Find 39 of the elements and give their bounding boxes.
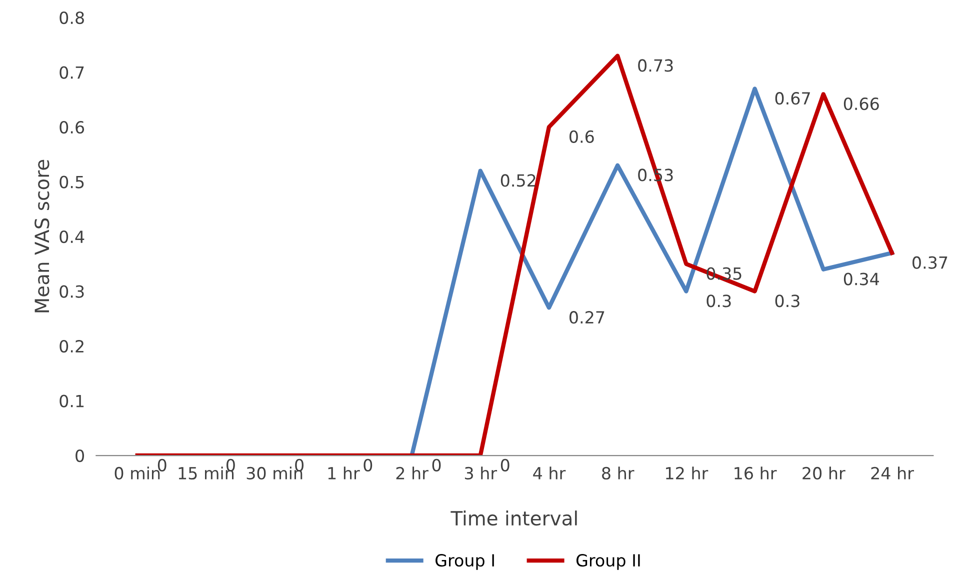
y-tick-label: 0.8 <box>60 11 84 24</box>
data-label: 0.3 <box>775 294 800 308</box>
x-tick-label: 8 hr <box>602 466 634 480</box>
data-label: 0 <box>500 458 510 472</box>
line-series <box>410 86 894 456</box>
x-tick-label: 2 hr <box>396 466 428 480</box>
data-label: 0 <box>432 458 441 472</box>
x-tick-label: 4 hr <box>533 466 566 480</box>
y-axis-title: Mean VAS score <box>34 160 50 312</box>
data-label: 0.37 <box>912 256 948 269</box>
y-tick-label: 0.2 <box>60 340 84 353</box>
data-label: 0.3 <box>706 294 731 308</box>
x-tick-label: 12 hr <box>666 466 708 480</box>
data-label: 0.34 <box>844 272 879 286</box>
x-tick-label: 3 hr <box>464 466 498 480</box>
data-label: 0.73 <box>638 59 673 72</box>
y-tick-label: 0.7 <box>60 66 84 79</box>
x-tick-label: 24 hr <box>871 466 914 480</box>
y-tick-label: 0.6 <box>60 120 84 134</box>
data-label: 0.67 <box>775 92 810 105</box>
y-tick-label: 0.1 <box>60 394 84 408</box>
y-tick-label: 0.4 <box>60 230 84 244</box>
x-tick-label: 16 hr <box>734 466 777 480</box>
data-label: 0.66 <box>844 98 879 110</box>
data-label: 0 <box>158 458 166 472</box>
line-series <box>135 54 894 456</box>
x-axis-title: Time interval <box>450 510 577 526</box>
x-tick-label: 0 min <box>114 466 160 480</box>
data-label: 0.52 <box>500 174 536 187</box>
data-label: 0.6 <box>570 130 594 143</box>
data-label: 0 <box>364 458 372 472</box>
x-tick-label: 1 hr <box>328 466 360 480</box>
y-tick-label: 0.3 <box>60 285 84 298</box>
x-tick-label: 20 hr <box>802 466 846 480</box>
y-tick-label: 0 <box>76 449 84 462</box>
data-label: 0.27 <box>570 311 604 324</box>
legend-label: Group II <box>576 554 640 570</box>
legend-label: Group I <box>436 554 494 570</box>
y-tick-label: 0.5 <box>60 176 84 188</box>
